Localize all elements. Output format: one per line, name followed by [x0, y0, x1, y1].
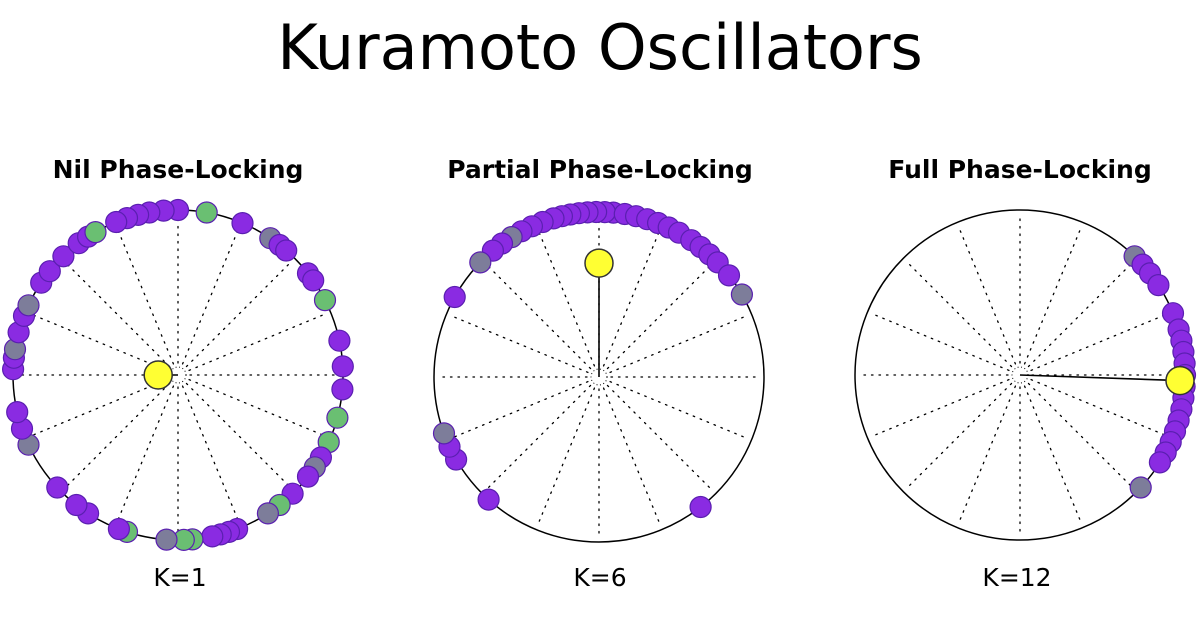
oscillator-dot [52, 245, 75, 268]
spoke-line [1027, 382, 1135, 490]
spoke-line [1027, 260, 1135, 368]
phase-circle-nil [2, 198, 354, 552]
spoke-line [536, 227, 596, 367]
oscillator-dot [1129, 476, 1152, 499]
oscillator-dot [6, 401, 29, 424]
spoke-line [449, 314, 589, 374]
spoke-line [602, 387, 662, 527]
spoke-line [606, 384, 714, 492]
k-label-partial: K=6 [573, 563, 627, 592]
phase-circle-full [854, 209, 1197, 541]
spoke-line [870, 312, 1010, 372]
spoke-line [870, 378, 1010, 438]
spoke-line [606, 262, 714, 370]
oscillator-dot [717, 264, 741, 287]
spoke-line [957, 225, 1017, 365]
spoke-line [449, 380, 589, 440]
spoke-line [185, 382, 293, 490]
oscillator-dot [331, 355, 354, 378]
spoke-line [188, 312, 328, 372]
oscillator-dot [477, 488, 500, 511]
oscillator-dot [46, 476, 69, 499]
spoke-line [188, 378, 328, 438]
oscillator-dot [689, 495, 712, 519]
spoke-line [484, 384, 592, 492]
phase-circle-partial [432, 200, 765, 543]
spoke-line [602, 227, 662, 367]
spoke-line [609, 314, 749, 374]
spoke-line [1023, 385, 1083, 525]
spoke-line [1023, 225, 1083, 365]
panel-title-partial: Partial Phase-Locking [447, 155, 753, 184]
oscillator-dot [331, 378, 354, 401]
oscillator-dot [432, 422, 456, 445]
spoke-line [1030, 312, 1170, 372]
spoke-line [484, 262, 592, 370]
oscillator-dot [105, 210, 128, 234]
oscillator-dot [326, 406, 349, 429]
mean-field-marker [143, 360, 173, 390]
k-label-full: K=12 [982, 563, 1052, 592]
center-ring [590, 368, 608, 386]
oscillator-dot [107, 517, 131, 541]
spoke-line [63, 260, 171, 368]
oscillator-dot [296, 465, 320, 488]
oscillator-dot [84, 221, 107, 244]
spoke-line [957, 385, 1017, 525]
oscillator-dot [1147, 274, 1170, 297]
k-label-nil: K=1 [153, 563, 207, 592]
mean-field-marker [584, 248, 614, 278]
mean-field-marker [1165, 365, 1195, 396]
spoke-line [181, 225, 241, 365]
spoke-line [181, 385, 241, 525]
oscillator-dot [231, 212, 254, 235]
page-title: Kuramoto Oscillators [277, 11, 923, 84]
oscillator-dot [155, 528, 178, 551]
spoke-line [115, 385, 175, 525]
spoke-line [1030, 378, 1170, 438]
spoke-line [905, 382, 1013, 490]
spoke-line [905, 260, 1013, 368]
spoke-line [536, 387, 596, 527]
panel-title-full: Full Phase-Locking [888, 155, 1152, 184]
oscillator-dot [328, 329, 351, 352]
oscillator-dot [469, 251, 492, 274]
spoke-line [63, 382, 171, 490]
spoke-line [185, 260, 293, 368]
spoke-line [115, 225, 175, 365]
order-parameter-vector [1019, 374, 1181, 382]
oscillator-dot [65, 493, 88, 517]
oscillator-dot [443, 285, 466, 309]
oscillator-dot [302, 269, 325, 292]
oscillator-dot [275, 239, 298, 262]
spoke-line [28, 312, 168, 372]
oscillator-dot [17, 294, 40, 317]
oscillator-dot [195, 201, 218, 224]
spoke-line [609, 380, 749, 440]
oscillator-dot [730, 283, 754, 306]
oscillator-dot [1148, 451, 1172, 474]
oscillator-dot [201, 525, 224, 548]
oscillator-dot [313, 289, 337, 312]
spoke-line [28, 378, 168, 438]
oscillator-dot [256, 502, 279, 525]
panel-title-nil: Nil Phase-Locking [52, 155, 304, 184]
oscillator-dot [38, 260, 61, 283]
